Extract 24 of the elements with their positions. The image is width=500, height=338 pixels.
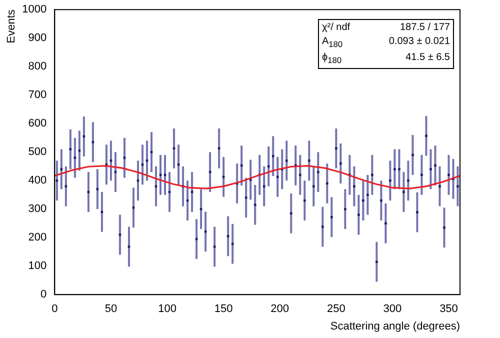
x-axis-title: Scattering angle (degrees) [330, 320, 460, 332]
x-tick-label: 50 [104, 303, 118, 316]
x-tick-label: 0 [52, 303, 58, 316]
text: A$_{180}$ 0.093 ± 0.021 [322, 36, 450, 49]
x-tick-label: 100 [158, 303, 176, 316]
text: ϕ$_{180}$ 41.5 ± 6.5 [322, 52, 450, 65]
y-tick-label: 600 [28, 118, 47, 130]
y-tick-label: 100 [28, 260, 47, 272]
x-tick-label: 150 [214, 303, 233, 316]
y-tick-label: 1000 [22, 4, 47, 16]
text: χ²/ ndf 187.5 / 177 [322, 22, 450, 33]
y-tick-label: 500 [28, 146, 47, 158]
x-tick-label: 300 [383, 303, 402, 316]
y-tick-label: 700 [28, 89, 47, 102]
y-tick-label: 900 [28, 32, 47, 44]
y-axis-title: Events [6, 9, 18, 44]
x-tick-label: 250 [326, 303, 346, 316]
y-tick-label: 300 [28, 203, 47, 216]
y-tick-label: 800 [28, 60, 47, 73]
x-tick-label: 350 [440, 303, 458, 316]
y-tick-label: 400 [28, 174, 47, 187]
y-tick-label: 0 [40, 288, 47, 301]
y-tick-label: 200 [28, 232, 47, 244]
x-tick-label: 200 [270, 303, 290, 316]
